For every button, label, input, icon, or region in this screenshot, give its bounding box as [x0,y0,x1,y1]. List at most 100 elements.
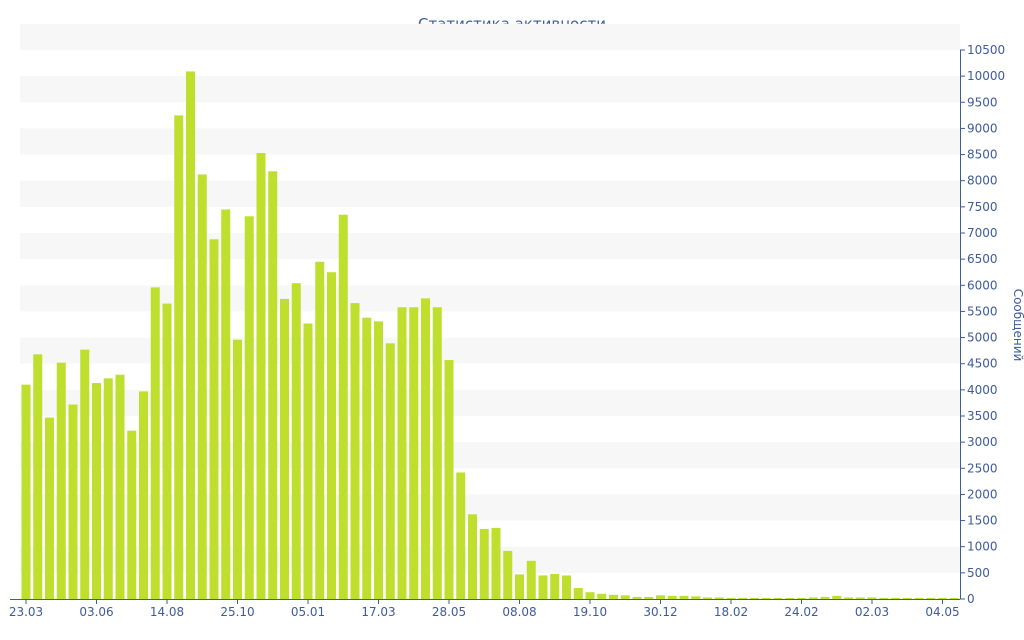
bar [879,597,889,599]
bar [479,528,489,599]
y-tick-label: 10000 [967,69,1005,83]
bar [56,362,66,599]
bar [515,574,524,599]
x-tick-label: 30.12 [643,605,677,619]
bar [644,596,654,599]
bar [573,588,583,599]
bar [139,391,148,599]
y-tick-label: 10500 [967,43,1005,57]
y-tick-label: 4000 [967,383,998,397]
y-tick-label: 2500 [967,461,998,475]
bar [432,307,442,599]
grid-band [20,128,960,155]
bar [327,272,336,599]
bar [174,115,184,599]
y-tick-label: 5500 [967,304,998,318]
bar [949,597,959,599]
x-tick-label: 24.02 [784,605,818,619]
bar [609,594,618,599]
y-tick-label: 9000 [967,121,998,135]
bar [491,527,501,599]
bar [926,597,936,599]
bar [468,514,477,599]
bar [162,303,172,599]
x-tick-label: 19.10 [573,605,607,619]
grid-band [20,389,960,416]
bar [902,597,912,599]
bar [726,597,736,599]
bar [92,383,101,599]
bar [667,595,677,599]
bar [280,298,289,599]
bar [456,472,466,599]
bar-series [21,71,959,600]
bar [691,596,701,599]
bar [150,287,160,599]
bar [562,575,571,599]
bar [68,404,78,599]
grid-band [20,76,960,103]
bar [714,597,724,599]
bar [268,171,278,599]
bar [773,597,783,599]
bar [785,597,795,599]
x-tick-label: 03.06 [79,605,113,619]
bar [45,417,54,599]
grid-band [20,546,960,573]
grid-band [20,23,960,50]
bar [385,343,395,599]
bar [738,597,748,599]
bar [291,283,301,599]
bar [197,174,207,599]
bar [538,575,548,599]
bar [855,597,865,599]
grid-bands [20,23,960,573]
y-tick-label: 8500 [967,148,998,162]
x-axis: 23.03 03.06 14.08 25.10 05.01 17.03 28.05 08.08… [9,599,960,619]
bar [914,597,924,599]
bar [233,339,242,599]
bar [585,592,595,599]
bar [703,597,712,599]
bar [421,298,430,599]
y-tick-label: 500 [967,566,990,580]
y-axis: 0 500 1000 1500 2000 2500 3000 3500 4000 4500 5000… [960,43,1005,606]
y-tick-label: 7500 [967,200,998,214]
x-tick-label: 28.05 [432,605,466,619]
x-tick-label: 02.03 [855,605,889,619]
y-tick-label: 3000 [967,435,998,449]
bar [503,550,513,599]
bar [409,307,419,599]
grid-band [20,285,960,312]
bar [80,349,90,599]
x-tick-label: 08.08 [502,605,536,619]
bar [750,597,759,599]
bar [362,317,372,599]
x-tick-label: 23.03 [9,605,43,619]
x-tick-label: 14.08 [150,605,184,619]
bar [374,321,383,599]
bar [597,593,607,599]
bar [867,597,877,599]
bar [209,239,219,599]
x-tick-label: 17.03 [361,605,395,619]
grid-band [20,337,960,364]
bar [938,597,947,599]
bar [186,71,195,600]
y-tick-label: 4500 [967,357,998,371]
grid-band [20,180,960,207]
y-tick-label: 6000 [967,278,998,292]
bar [797,597,806,599]
x-tick-label: 04.05 [925,605,959,619]
grid-band [20,442,960,469]
bar [315,261,325,599]
y-tick-label: 8000 [967,174,998,188]
x-tick-label: 18.02 [714,605,748,619]
y-tick-label: 2000 [967,487,998,501]
bar [526,560,536,599]
y-tick-label: 9500 [967,95,998,109]
y-tick-label: 3500 [967,409,998,423]
y-tick-label: 1500 [967,514,998,528]
bar [33,354,43,599]
